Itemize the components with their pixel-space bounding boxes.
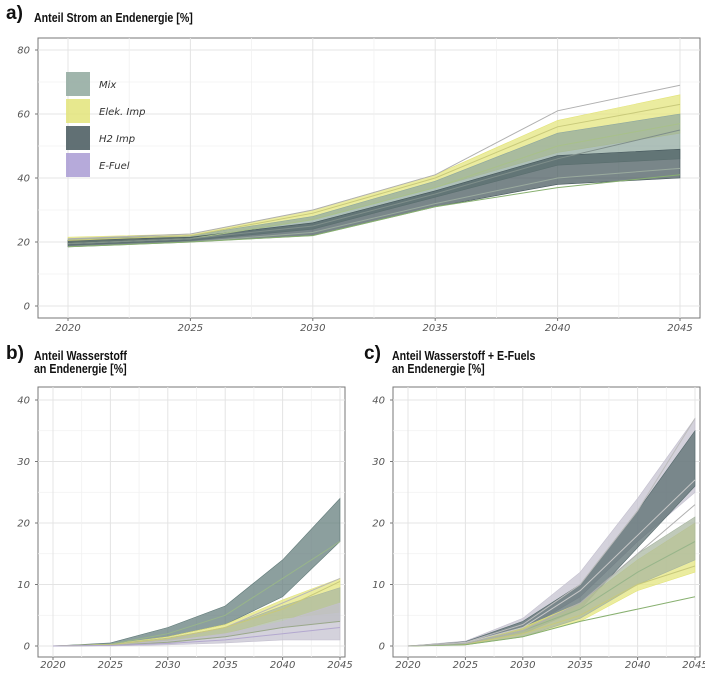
legend-label: Elek. Imp [99, 107, 145, 118]
y-tick-label: 40 [17, 396, 30, 407]
legend-swatch [66, 99, 90, 123]
x-tick-label: 2045 [327, 660, 352, 671]
y-tick-label: 20 [17, 519, 30, 530]
legend-swatch [66, 126, 90, 150]
legend-label: H2 Imp [99, 134, 135, 145]
y-tick-label: 0 [24, 642, 30, 653]
legend-swatch [66, 72, 90, 96]
y-tick-label: 0 [24, 302, 30, 313]
y-tick-label: 40 [17, 174, 30, 185]
x-tick-label: 2030 [300, 323, 325, 334]
y-tick-label: 80 [17, 46, 30, 57]
y-tick-label: 10 [17, 580, 30, 591]
x-tick-label: 2020 [40, 660, 65, 671]
legend-swatch [66, 153, 90, 177]
y-tick-label: 20 [372, 519, 385, 530]
x-tick-label: 2030 [155, 660, 180, 671]
x-tick-label: 2040 [625, 660, 650, 671]
y-tick-label: 30 [17, 457, 30, 468]
x-tick-label: 2020 [55, 323, 80, 334]
x-tick-label: 2045 [667, 323, 692, 334]
y-tick-label: 30 [372, 457, 385, 468]
x-tick-label: 2045 [682, 660, 705, 671]
x-tick-label: 2020 [395, 660, 420, 671]
x-tick-label: 2035 [212, 660, 237, 671]
legend-label: Mix [99, 80, 116, 91]
x-tick-label: 2025 [98, 660, 123, 671]
x-tick-label: 2035 [567, 660, 592, 671]
x-tick-label: 2040 [270, 660, 295, 671]
x-tick-label: 2040 [545, 323, 570, 334]
legend-label: E-Fuel [99, 161, 130, 172]
x-tick-label: 2035 [422, 323, 447, 334]
y-tick-label: 60 [17, 110, 30, 121]
y-tick-label: 10 [372, 580, 385, 591]
y-tick-label: 0 [379, 642, 385, 653]
x-tick-label: 2030 [510, 660, 535, 671]
y-tick-label: 20 [17, 238, 30, 249]
x-tick-label: 2025 [453, 660, 478, 671]
x-tick-label: 2025 [178, 323, 203, 334]
y-tick-label: 40 [372, 396, 385, 407]
